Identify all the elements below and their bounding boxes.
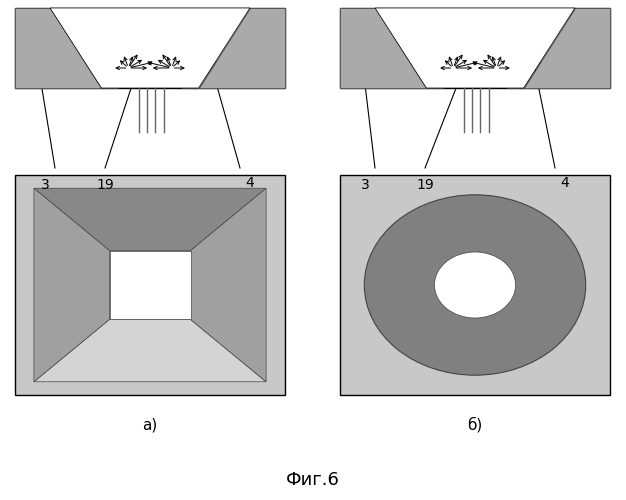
- Text: 19: 19: [96, 178, 114, 192]
- Polygon shape: [15, 8, 101, 88]
- Polygon shape: [15, 8, 118, 88]
- Polygon shape: [15, 8, 285, 88]
- Text: 19: 19: [416, 178, 434, 192]
- Polygon shape: [34, 320, 266, 382]
- Polygon shape: [340, 8, 443, 88]
- Polygon shape: [523, 8, 610, 88]
- Polygon shape: [34, 188, 266, 250]
- Polygon shape: [50, 8, 250, 88]
- Polygon shape: [15, 175, 285, 395]
- Text: 4: 4: [245, 176, 254, 190]
- Polygon shape: [182, 8, 285, 88]
- Ellipse shape: [364, 195, 586, 375]
- Polygon shape: [508, 8, 610, 88]
- Text: 3: 3: [41, 178, 50, 192]
- Polygon shape: [198, 8, 285, 88]
- Text: а): а): [142, 417, 158, 432]
- Polygon shape: [110, 250, 190, 320]
- Text: 4: 4: [560, 176, 569, 190]
- Polygon shape: [375, 8, 575, 88]
- Polygon shape: [34, 188, 110, 382]
- Ellipse shape: [434, 252, 515, 318]
- Polygon shape: [340, 8, 426, 88]
- Text: 3: 3: [361, 178, 370, 192]
- Polygon shape: [190, 188, 266, 382]
- Text: б): б): [468, 417, 483, 432]
- Polygon shape: [340, 8, 610, 88]
- Text: Фиг.6: Фиг.6: [286, 471, 340, 489]
- Polygon shape: [340, 175, 610, 395]
